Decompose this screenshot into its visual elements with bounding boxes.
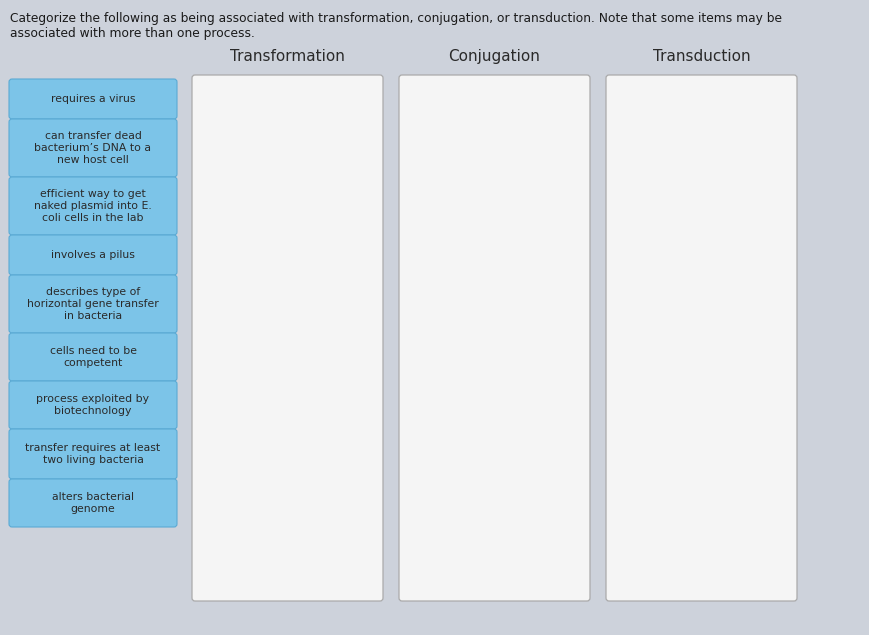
Text: transfer requires at least
two living bacteria: transfer requires at least two living ba… (25, 443, 161, 465)
Text: Categorize the following as being associated with transformation, conjugation, o: Categorize the following as being associ… (10, 12, 782, 40)
FancyBboxPatch shape (192, 75, 383, 601)
FancyBboxPatch shape (9, 333, 177, 381)
FancyBboxPatch shape (9, 381, 177, 429)
Text: can transfer dead
bacterium’s DNA to a
new host cell: can transfer dead bacterium’s DNA to a n… (35, 131, 151, 164)
Text: Transformation: Transformation (230, 49, 345, 64)
Text: cells need to be
competent: cells need to be competent (50, 346, 136, 368)
Text: alters bacterial
genome: alters bacterial genome (52, 492, 134, 514)
FancyBboxPatch shape (399, 75, 590, 601)
FancyBboxPatch shape (9, 429, 177, 479)
Text: describes type of
horizontal gene transfer
in bacteria: describes type of horizontal gene transf… (27, 288, 159, 321)
FancyBboxPatch shape (9, 275, 177, 333)
Text: Conjugation: Conjugation (448, 49, 541, 64)
FancyBboxPatch shape (9, 177, 177, 235)
FancyBboxPatch shape (9, 119, 177, 177)
Text: requires a virus: requires a virus (50, 94, 136, 104)
FancyBboxPatch shape (9, 479, 177, 527)
FancyBboxPatch shape (9, 79, 177, 119)
Text: Transduction: Transduction (653, 49, 750, 64)
Text: involves a pilus: involves a pilus (51, 250, 135, 260)
Text: process exploited by
biotechnology: process exploited by biotechnology (36, 394, 149, 416)
FancyBboxPatch shape (9, 235, 177, 275)
Text: efficient way to get
naked plasmid into E.
coli cells in the lab: efficient way to get naked plasmid into … (34, 189, 152, 223)
FancyBboxPatch shape (606, 75, 797, 601)
